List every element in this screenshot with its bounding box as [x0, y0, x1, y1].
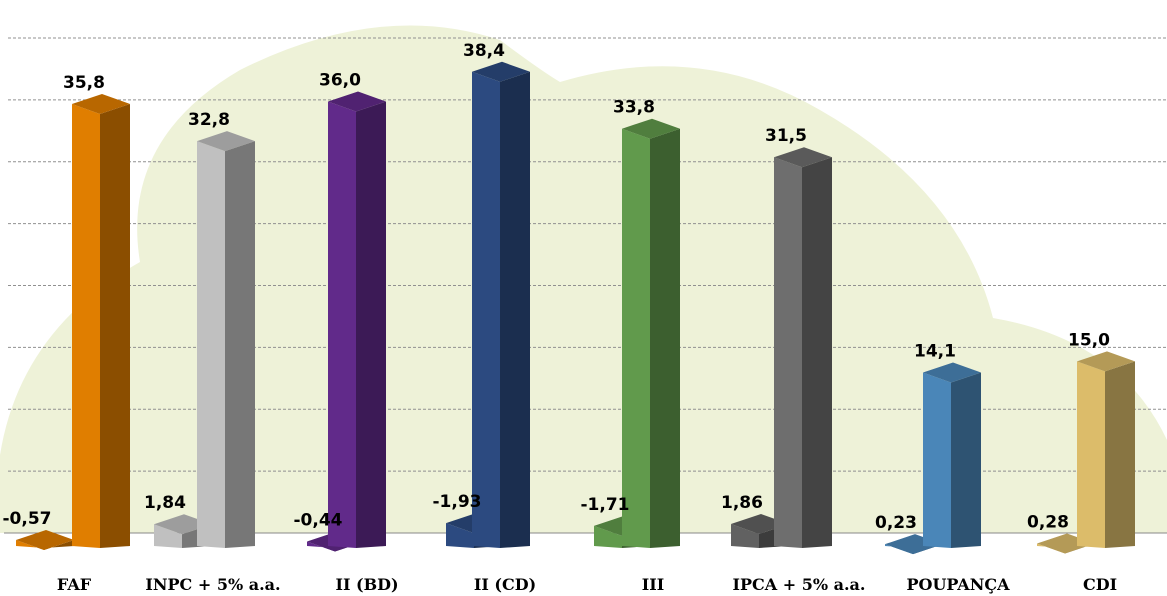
bar-front [328, 101, 356, 548]
value-label: 0,28 [1027, 513, 1069, 533]
value-label: 15,0 [1068, 330, 1110, 350]
bar-top [472, 61, 530, 82]
category-label: CDI [1083, 575, 1117, 594]
bar-side [802, 157, 832, 548]
value-label: 32,8 [188, 110, 230, 130]
bar-top [622, 118, 680, 139]
category-label: POUPANÇA [907, 575, 1011, 594]
bar-front [594, 525, 622, 548]
value-label: 1,84 [144, 493, 186, 513]
category-label: INPC + 5% a.a. [145, 575, 280, 594]
value-label: 33,8 [613, 98, 655, 118]
bar-top [197, 131, 255, 152]
bar-top [72, 93, 130, 114]
value-labels: -0,57 35,8 1,84 32,8 -0,44 36,0 -1,93 38,4 -1,71… [3, 41, 1111, 533]
bar-front [154, 524, 182, 548]
bar-front [72, 103, 100, 548]
value-label: 0,23 [875, 513, 917, 533]
bar-side [951, 372, 981, 548]
bar-front [774, 157, 802, 548]
bar-front [197, 141, 225, 548]
value-label: -1,71 [581, 495, 630, 515]
bar-top [774, 147, 832, 168]
bar-top [16, 529, 74, 550]
value-label: 36,0 [319, 71, 361, 91]
value-label: 38,4 [463, 41, 505, 61]
bar-front [622, 128, 650, 548]
bar-second-series [1077, 351, 1135, 548]
bar-front [446, 523, 474, 548]
bar-side [650, 128, 680, 548]
bar-front [1077, 361, 1105, 548]
value-label: 31,5 [765, 126, 807, 146]
bars [16, 61, 1135, 555]
category-label: FAF [57, 575, 92, 594]
bar-top [1077, 351, 1135, 372]
bar-second-series [72, 93, 130, 548]
category-label: III [642, 575, 664, 594]
value-label: -0,44 [294, 511, 343, 531]
bar-top [923, 362, 981, 383]
bar-side [1105, 361, 1135, 548]
bar-front [472, 71, 500, 549]
bar-second-series [774, 147, 832, 548]
category-label: II (BD) [335, 575, 398, 594]
bar-second-series [197, 131, 255, 548]
category-label: II (CD) [474, 575, 536, 594]
value-label: -1,93 [433, 492, 482, 512]
bar-top [328, 91, 386, 112]
bar-second-series [923, 362, 981, 548]
bar-first-series [16, 529, 74, 550]
bar-second-series [472, 61, 530, 549]
value-label: -0,57 [3, 509, 52, 529]
bar-front [923, 372, 951, 548]
bar-side [225, 141, 255, 548]
value-label: 14,1 [914, 342, 956, 362]
category-label: IPCA + 5% a.a. [733, 575, 866, 594]
background-cloud [0, 25, 1167, 533]
value-label: 1,86 [721, 493, 763, 513]
bar-second-series [328, 91, 386, 548]
category-labels: FAF INPC + 5% a.a. II (BD) II (CD) III IPCA +… [57, 575, 1117, 594]
bar-front [731, 523, 759, 548]
value-label: 35,8 [63, 73, 105, 93]
bar-second-series [622, 118, 680, 548]
bar-side [500, 71, 530, 549]
bar-side [356, 101, 386, 548]
bar-side [100, 103, 130, 548]
